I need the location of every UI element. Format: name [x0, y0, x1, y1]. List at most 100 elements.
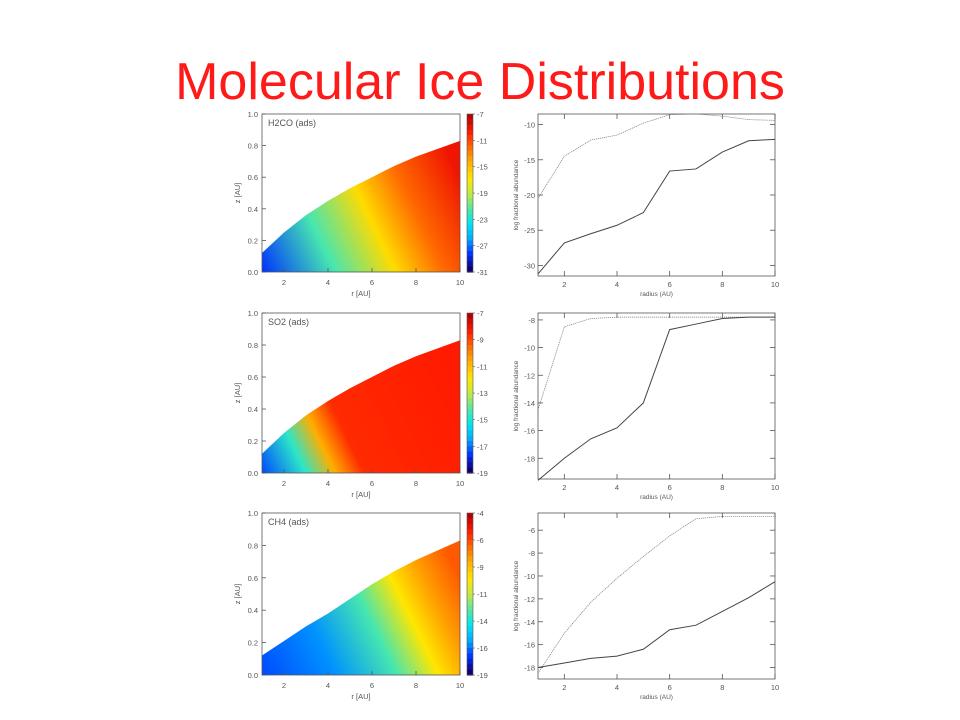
colorbar-tick-label: -31: [477, 268, 488, 277]
colorbar-segment: [467, 610, 473, 617]
colorbar-segment: [467, 224, 473, 231]
colorbar-segment: [467, 166, 473, 173]
colorbar-tick-label: -9: [477, 336, 484, 345]
colorbar-tick-label: -27: [477, 242, 488, 251]
series-line-solid: [537, 138, 776, 275]
colorbar-segment: [467, 203, 473, 210]
colorbar-segment: [467, 361, 473, 367]
colorbar-segment: [467, 193, 473, 199]
colorbar-segment: [467, 669, 473, 676]
colorbar-segment: [467, 124, 473, 131]
colorbar-segment: [467, 323, 473, 330]
colorbar-segment: [467, 534, 473, 541]
y-tick-label: -25: [524, 226, 535, 235]
y-tick-label: 0.8: [248, 341, 258, 350]
y-tick-label: 0.4: [248, 606, 258, 615]
colorbar-segment: [467, 329, 473, 335]
x-tick-label: 4: [326, 479, 330, 488]
colorbar-tick-label: -19: [477, 469, 488, 478]
y-tick-label: -16: [524, 641, 535, 650]
y-tick-label: 0.4: [248, 205, 258, 214]
colorbar-segment: [467, 403, 473, 410]
colorbar-segment: [467, 256, 473, 263]
colorbar-segment: [467, 150, 473, 157]
x-tick-label: 6: [370, 479, 374, 488]
series-line-solid: [537, 316, 775, 481]
x-axis-label: radius (AU): [640, 291, 673, 298]
colorbar-segment: [467, 229, 473, 236]
y-tick-label: 1.0: [248, 110, 258, 119]
colorbar-segment: [467, 219, 473, 226]
x-tick-label: 4: [615, 683, 619, 692]
y-tick-label: -10: [524, 344, 535, 353]
heatmap-disk: [262, 140, 460, 272]
x-tick-label: 8: [414, 681, 418, 690]
colorbar-segment: [467, 567, 473, 573]
line-chart-frame: [537, 312, 776, 480]
x-tick-label: 6: [370, 278, 374, 287]
series-line-dotted: [537, 113, 776, 199]
x-tick-label: 6: [668, 683, 672, 692]
y-tick-label: -20: [524, 191, 535, 200]
colorbar-segment: [467, 156, 473, 162]
colorbar-segment: [467, 366, 473, 373]
x-tick-label: 6: [668, 280, 672, 289]
species-label: CH4 (ads): [268, 517, 309, 527]
colorbar-segment: [467, 425, 473, 431]
colorbar-segment: [467, 345, 473, 351]
colorbar-segment: [467, 518, 473, 525]
x-tick-label: 8: [720, 683, 724, 692]
y-tick-label: 0.6: [248, 373, 258, 382]
y-tick-label: 0.4: [248, 405, 258, 414]
colorbar-segment: [467, 382, 473, 389]
colorbar-segment: [467, 430, 473, 437]
colorbar-tick-label: -6: [477, 536, 484, 545]
y-tick-label: 0.6: [248, 574, 258, 583]
colorbar-segment: [467, 621, 473, 627]
y-axis-label: log fractional abundance: [513, 560, 520, 631]
y-tick-label: 0.8: [248, 142, 258, 151]
heatmap-frame: [261, 312, 461, 474]
x-tick-label: 2: [282, 479, 286, 488]
colorbar-segment: [467, 187, 473, 194]
colorbar-segment: [467, 318, 473, 325]
y-tick-label: -12: [524, 371, 535, 380]
y-tick-label: -18: [524, 664, 535, 673]
y-tick-label: -12: [524, 595, 535, 604]
y-tick-label: 0.0: [248, 671, 258, 680]
y-tick-label: 0.2: [248, 236, 258, 245]
x-tick-label: 6: [370, 681, 374, 690]
colorbar-segment: [467, 545, 473, 552]
page-title: Molecular Ice Distributions: [175, 53, 785, 111]
colorbar-segment: [467, 441, 473, 447]
colorbar-segment: [467, 387, 473, 394]
colorbar-segment: [467, 245, 473, 252]
y-tick-label: -8: [528, 549, 535, 558]
colorbar-segment: [467, 261, 473, 268]
colorbar-segment: [467, 177, 473, 184]
y-axis-label: log fractional abundance: [513, 159, 520, 230]
y-tick-label: -14: [524, 399, 535, 408]
x-tick-label: 8: [720, 483, 724, 492]
y-tick-label: 0.8: [248, 541, 258, 550]
series-line-dotted: [537, 516, 775, 674]
colorbar-tick-label: -14: [477, 617, 488, 626]
x-tick-label: 4: [326, 681, 330, 690]
colorbar-segment: [467, 334, 473, 341]
y-tick-label: -18: [524, 454, 535, 463]
colorbar-segment: [467, 664, 473, 671]
colorbar-segment: [467, 208, 473, 215]
colorbar-segment: [467, 135, 473, 141]
colorbar-tick-label: -16: [477, 644, 488, 653]
colorbar-tick-label: -11: [477, 590, 487, 599]
x-axis-label: radius (AU): [640, 694, 673, 701]
colorbar-tick-label: -15: [477, 163, 488, 172]
colorbar-segment: [467, 523, 473, 530]
colorbar-tick-label: -9: [477, 563, 484, 572]
x-tick-label: 6: [668, 483, 672, 492]
colorbar-segment: [467, 235, 473, 241]
colorbar-tick-label: -4: [477, 509, 484, 518]
colorbar-segment: [467, 161, 473, 168]
y-tick-label: -16: [524, 427, 535, 436]
x-tick-label: 4: [615, 280, 619, 289]
